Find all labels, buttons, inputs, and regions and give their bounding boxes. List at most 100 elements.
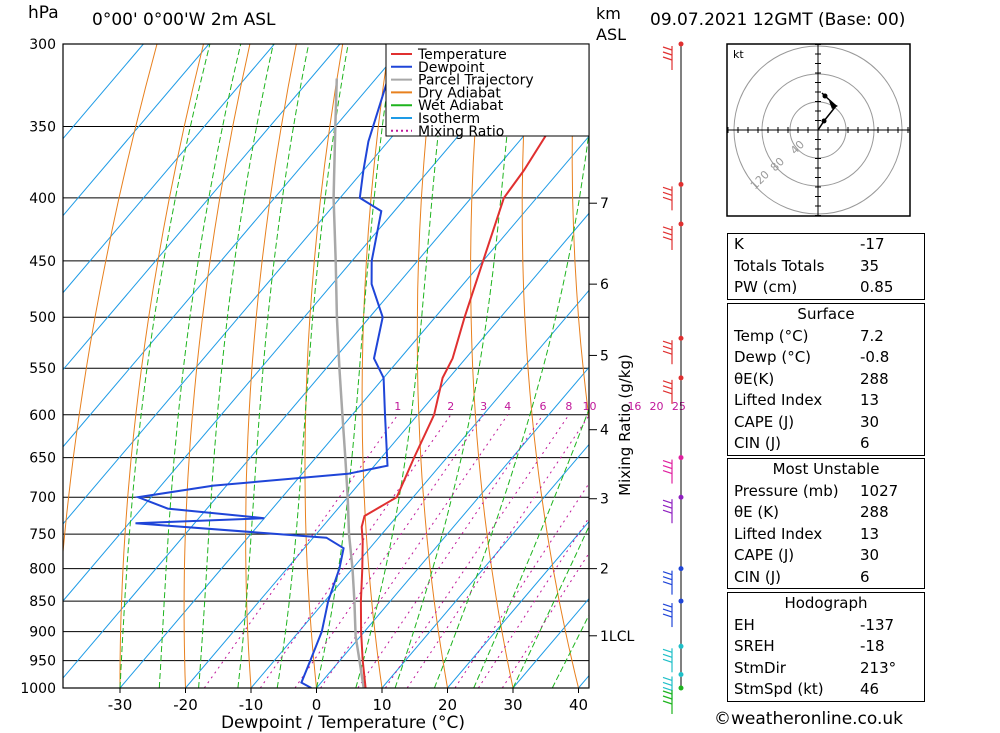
km-tick-label: 4	[600, 423, 609, 439]
row-value: 13	[860, 391, 880, 409]
km-tick-label: 6	[600, 277, 609, 293]
row-value: 213°	[860, 658, 897, 677]
row-label: θE (K)	[734, 503, 779, 521]
wind-feather	[662, 226, 673, 231]
dry-adiabat-line	[361, 44, 390, 688]
row-label: CIN (J)	[734, 567, 782, 586]
row-label: CAPE (J)	[734, 412, 795, 431]
km-label: km	[596, 4, 621, 23]
wind-dot	[678, 335, 684, 341]
isotherm-line	[63, 44, 275, 294]
x-tick-label: -30	[108, 696, 133, 714]
mixing-ratio-line	[320, 414, 509, 688]
row-value: 30	[860, 412, 880, 431]
x-tick-label: 20	[438, 696, 457, 714]
wind-feather	[662, 509, 673, 514]
plot-frame	[62, 43, 590, 689]
row-label: CAPE (J)	[734, 546, 795, 564]
row-label: Lifted Index	[734, 391, 823, 409]
table-row: CAPE (J) 30	[728, 412, 924, 434]
pressure-tick-label: 450	[29, 254, 56, 270]
wind-feather	[662, 231, 673, 236]
row-value: 288	[860, 503, 889, 521]
isotherm-line	[185, 212, 589, 688]
wind-feather	[662, 186, 673, 191]
x-tick-label: 10	[372, 696, 391, 714]
wind-feather	[662, 658, 673, 663]
wet-adiabat-line	[316, 44, 395, 688]
wet-adiabat-line	[237, 44, 310, 688]
legend-label: Dry Adiabat	[418, 85, 501, 101]
surface-title: Surface	[797, 305, 855, 323]
pressure-tick-label: 900	[29, 625, 56, 641]
pressure-tick-label: 1000	[20, 681, 56, 697]
isotherm-line	[63, 44, 537, 602]
indices-table: K -17 Totals Totals 35 PW (cm) 0.85	[727, 233, 925, 300]
wind-feather	[662, 46, 673, 51]
row-value: 0.85	[860, 278, 894, 296]
wind-feather	[662, 340, 673, 345]
wind-feather	[662, 571, 673, 576]
km-tick-label: 2	[600, 562, 609, 578]
pressure-tick-label: 500	[29, 310, 56, 326]
mixing-ratio-axis-label: Mixing Ratio (g/kg)	[616, 354, 634, 496]
wind-feather	[662, 390, 673, 395]
wind-barb	[662, 455, 684, 484]
isotherm-line	[119, 135, 589, 688]
mixing-ratio-label: 10	[583, 400, 597, 413]
row-value: 30	[860, 546, 880, 564]
copyright: ©weatheronline.co.uk	[714, 709, 903, 729]
row-label: SREH	[734, 637, 775, 655]
x-tick-label: -10	[239, 696, 264, 714]
table-row: SREH -18	[728, 636, 924, 658]
row-label: EH	[734, 615, 755, 634]
wet-adiabat-line	[551, 613, 589, 688]
wind-barb	[662, 685, 684, 714]
pressure-tick-label: 300	[29, 37, 56, 53]
site-name: weatheronline.co.uk	[731, 709, 904, 729]
wind-feather	[662, 690, 673, 695]
hodograph-table: Hodograph EH -137 SREH -18 StmDir 213° StmSpd …	[727, 592, 925, 702]
wind-barb	[662, 181, 684, 211]
mixing-ratio-line	[357, 414, 544, 688]
mixing-ratio-line	[454, 482, 589, 688]
isotherm-line	[250, 289, 589, 688]
hodograph-storm-marker	[829, 101, 838, 109]
wind-feather	[662, 695, 673, 700]
pressure-tick-label: 550	[29, 361, 56, 377]
mixing-ratio-label: 20	[649, 400, 663, 413]
legend-label: Temperature	[417, 47, 507, 63]
pressure-tick-label: 750	[29, 527, 56, 543]
table-row: Temp (°C) 7.2	[728, 326, 924, 348]
hodograph-point	[821, 118, 827, 124]
legend-label: Mixing Ratio	[418, 124, 504, 140]
isotherm-line	[63, 44, 406, 448]
wet-adiabat-line	[355, 44, 449, 688]
row-value: -17	[860, 235, 885, 253]
mixing-ratio-line	[477, 516, 589, 688]
row-label: CIN (J)	[734, 434, 782, 452]
wind-barb	[662, 598, 684, 628]
wind-feather	[662, 648, 673, 653]
dry-adiabat-line	[571, 44, 589, 423]
wind-feather	[662, 460, 673, 465]
wind-feather	[662, 613, 673, 618]
mixing-ratio-line	[384, 414, 570, 688]
wet-adiabat-line	[198, 44, 274, 688]
row-value: -0.8	[860, 348, 890, 366]
km-tick-label: 5	[600, 348, 609, 364]
mixing-ratio-label: 25	[672, 400, 686, 413]
mixing-ratio-line	[259, 414, 452, 688]
row-label: Lifted Index	[734, 524, 823, 543]
wind-feather	[662, 236, 673, 241]
x-tick-label: -20	[173, 696, 198, 714]
wind-feather	[662, 470, 673, 475]
wind-dot	[678, 41, 684, 47]
table-row: CIN (J) 6	[728, 433, 924, 455]
wind-barb	[662, 494, 684, 524]
wind-barb	[662, 643, 684, 673]
isotherm-line	[316, 366, 589, 688]
row-label: Dewp (°C)	[734, 348, 812, 366]
mixing-ratio-label: 4	[504, 400, 511, 413]
legend-label: Parcel Trajectory	[418, 73, 534, 89]
